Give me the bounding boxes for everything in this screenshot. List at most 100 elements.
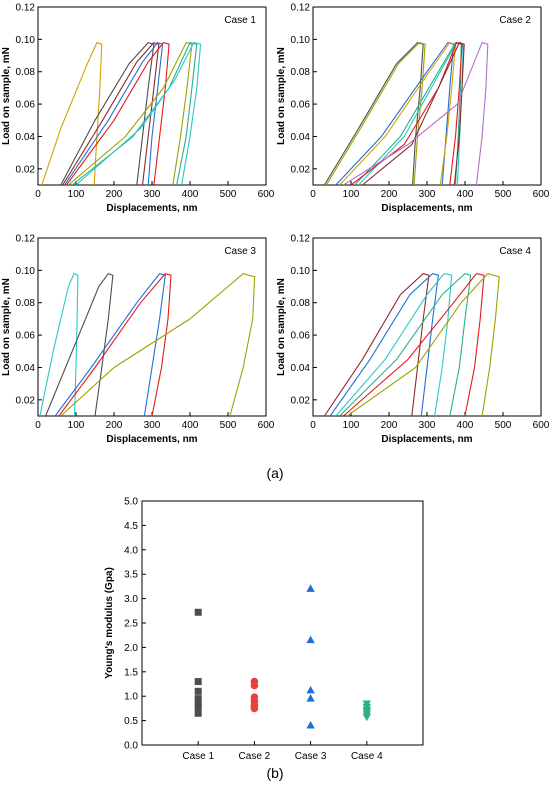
- y-tick-label-4-5: 0.12: [291, 234, 311, 245]
- y-tick-label-1-3: 0.08: [16, 67, 36, 78]
- curve-2-4: [339, 41, 457, 185]
- marker-case-4-6: [362, 713, 371, 722]
- curve-3-1: [39, 272, 79, 416]
- case-label-1: Case 1: [224, 15, 256, 26]
- x-tick-label-2-6: 600: [533, 189, 550, 200]
- y-tick-label-4-4: 0.10: [291, 266, 311, 277]
- y-tick-label-1-0: 0.02: [16, 164, 36, 175]
- marker-case-1-7: [194, 709, 202, 717]
- plot-frame-1: [37, 6, 267, 186]
- curve-4-3: [335, 272, 453, 416]
- case-label-2: Case 2: [499, 15, 531, 26]
- y-tick-label-4-2: 0.06: [291, 331, 311, 342]
- x-tick-label-4-2: 200: [381, 420, 398, 431]
- case-label-3: Case 3: [224, 246, 256, 257]
- x-axis-label-4: Displacements, nm: [381, 434, 472, 445]
- curve-1-3: [62, 41, 160, 185]
- scatter-y-axis-label: Young's modulus (Gpa): [104, 567, 115, 679]
- x-tick-label-3-4: 400: [182, 420, 199, 431]
- scatter-y-tick-label-2: 1.0: [124, 692, 138, 703]
- curve-1-5: [66, 41, 170, 185]
- x-tick-label-4-3: 300: [419, 420, 436, 431]
- curve-2-9: [343, 41, 489, 185]
- x-tick-label-3-3: 300: [144, 420, 161, 431]
- y-axis-label-3: Load on sample, mN: [1, 278, 12, 376]
- plot-frame-3: [37, 237, 267, 417]
- y-tick-label-3-2: 0.06: [16, 331, 36, 342]
- x-tick-label-3-6: 600: [258, 420, 275, 431]
- x-tick-label-4-0: 0: [310, 420, 316, 431]
- marker-case-2-2: [250, 681, 259, 690]
- scatter-y-tick-label-8: 4.0: [124, 545, 138, 556]
- curve-2-8: [362, 41, 465, 185]
- curve-4-6: [346, 272, 500, 416]
- scatter-y-tick-label-4: 2.0: [124, 643, 138, 654]
- marker-case-1-6: [194, 703, 202, 711]
- y-tick-label-4-0: 0.02: [291, 395, 311, 406]
- y-axis-label-1: Load on sample, mN: [1, 47, 12, 145]
- x-axis-label-1: Displacements, nm: [106, 203, 197, 214]
- y-tick-label-3-3: 0.08: [16, 298, 36, 309]
- marker-case-1-2: [194, 678, 202, 686]
- x-tick-label-2-2: 200: [381, 189, 398, 200]
- x-tick-label-3-2: 200: [106, 420, 123, 431]
- curve-2-3: [335, 41, 455, 185]
- y-tick-label-2-5: 0.12: [291, 3, 311, 14]
- y-tick-label-2-3: 0.08: [291, 67, 311, 78]
- scatter-y-tick-label-10: 5.0: [124, 497, 138, 508]
- marker-case-2-7: [250, 704, 259, 713]
- x-tick-label-1-1: 100: [68, 189, 85, 200]
- y-tick-label-1-2: 0.06: [16, 100, 36, 111]
- y-tick-label-2-0: 0.02: [291, 164, 311, 175]
- y-tick-label-3-0: 0.02: [16, 395, 36, 406]
- curve-4-5: [343, 272, 485, 416]
- x-tick-label-3-0: 0: [35, 420, 41, 431]
- x-tick-label-1-5: 500: [220, 189, 237, 200]
- curve-3-5: [60, 272, 256, 416]
- x-tick-label-4-6: 600: [533, 420, 550, 431]
- y-tick-label-4-1: 0.04: [291, 363, 311, 374]
- curve-4-2: [329, 272, 440, 416]
- marker-case-1-4: [194, 695, 202, 703]
- marker-case-3-2: [306, 635, 315, 644]
- x-tick-label-4-1: 100: [343, 420, 360, 431]
- x-tick-label-3-1: 100: [68, 420, 85, 431]
- figure-label-b: (b): [266, 765, 283, 781]
- scatter-x-tick-label-2: Case 3: [295, 751, 327, 762]
- y-tick-label-1-1: 0.04: [16, 132, 36, 143]
- x-tick-label-1-0: 0: [35, 189, 41, 200]
- scatter-y-tick-label-5: 2.5: [124, 619, 138, 630]
- y-tick-label-2-1: 0.04: [291, 132, 311, 143]
- curve-1-4: [64, 41, 164, 185]
- marker-case-1-3: [194, 687, 202, 695]
- curve-2-2: [325, 41, 426, 185]
- x-tick-label-1-2: 200: [106, 189, 123, 200]
- plot-frame-4: [312, 237, 542, 417]
- curve-3-3: [54, 272, 166, 416]
- scatter-y-tick-label-9: 4.5: [124, 521, 138, 532]
- x-tick-label-2-0: 0: [310, 189, 316, 200]
- scatter-x-tick-label-3: Case 4: [351, 751, 383, 762]
- scatter-y-tick-label-1: 0.5: [124, 716, 138, 727]
- x-tick-label-1-6: 600: [258, 189, 275, 200]
- figure-label-a: (a): [266, 465, 283, 481]
- x-axis-label-3: Displacements, nm: [106, 434, 197, 445]
- curve-4-4: [339, 272, 472, 416]
- marker-case-3-1: [306, 584, 315, 592]
- curve-3-4: [58, 272, 172, 416]
- case-label-4: Case 4: [499, 246, 531, 257]
- curve-1-8: [75, 41, 202, 185]
- x-tick-label-2-1: 100: [343, 189, 360, 200]
- x-tick-label-4-4: 400: [457, 420, 474, 431]
- x-tick-label-2-4: 400: [457, 189, 474, 200]
- x-tick-label-3-5: 500: [220, 420, 237, 431]
- y-tick-label-1-4: 0.10: [16, 35, 36, 46]
- marker-case-3-5: [306, 720, 315, 729]
- y-tick-label-4-3: 0.08: [291, 298, 311, 309]
- scatter-x-tick-label-1: Case 2: [239, 751, 271, 762]
- y-tick-label-1-5: 0.12: [16, 3, 36, 14]
- scatter-y-tick-label-0: 0.0: [124, 741, 138, 752]
- y-tick-label-3-4: 0.10: [16, 266, 36, 277]
- x-tick-label-2-5: 500: [495, 189, 512, 200]
- scatter-y-tick-label-6: 3.0: [124, 594, 138, 605]
